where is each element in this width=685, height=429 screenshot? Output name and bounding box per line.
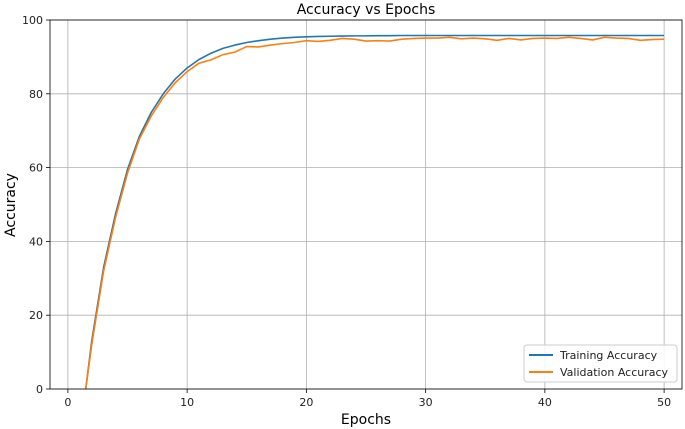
y-tick-label: 100 [22,14,43,27]
x-axis-ticks: 0 10 20 30 40 50 [64,389,671,409]
legend-label-validation: Validation Accuracy [560,366,669,379]
y-axis-ticks: 0 20 40 60 80 100 [22,14,50,396]
x-tick-label: 10 [180,396,194,409]
chart-title: Accuracy vs Epochs [297,2,436,18]
y-tick-label: 20 [29,309,43,322]
x-tick-label: 50 [657,396,671,409]
series-line-training-accuracy [84,34,665,390]
x-axis-label: Epochs [341,412,391,428]
grid-lines [50,19,682,390]
x-tick-label: 30 [419,396,433,409]
legend-box [523,344,678,383]
plot-frame [49,19,683,390]
y-tick-label: 0 [36,383,43,396]
y-tick-label: 80 [29,88,43,101]
series-line-validation-accuracy [84,36,665,390]
legend-label-training: Training Accuracy [559,349,658,362]
y-tick-label: 40 [29,235,43,248]
x-tick-label: 20 [299,396,313,409]
y-tick-label: 60 [29,162,43,175]
x-tick-label: 40 [538,396,552,409]
legend: Training Accuracy Validation Accuracy [523,344,678,383]
series-layer [84,34,665,390]
y-axis-label: Accuracy [3,173,19,237]
x-tick-label: 0 [64,396,71,409]
